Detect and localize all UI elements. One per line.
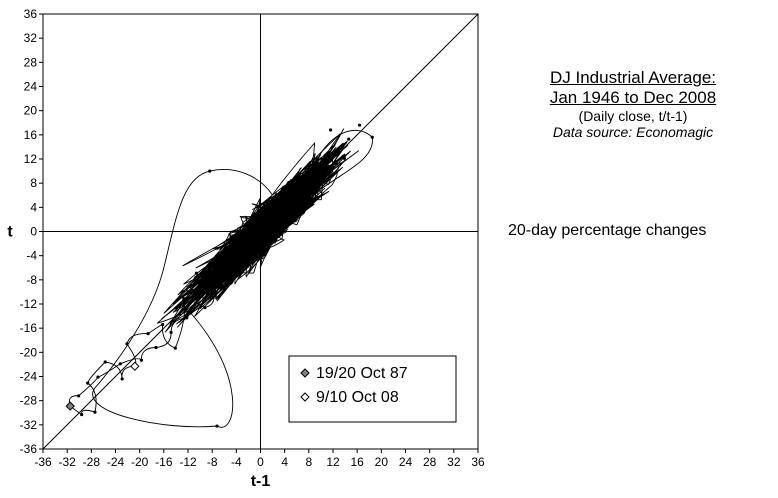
trajectory-point <box>185 316 189 320</box>
y-tick-label: -4 <box>26 249 37 263</box>
y-tick-label: 16 <box>24 128 38 142</box>
trajectory-point <box>161 322 165 327</box>
trajectory-point <box>93 410 97 414</box>
chart-title-line-2: Jan 1946 to Dec 2008 <box>549 88 717 107</box>
axis-ticks: -36 -32 -28 -24 -20 -16 -12 -8 -4 0 4 8 12 16 20 24 28 32… <box>20 7 485 469</box>
trajectory-point <box>203 306 207 310</box>
trajectory-point <box>154 345 158 350</box>
x-tick-label: -24 <box>107 455 125 469</box>
trajectory-point <box>103 360 107 364</box>
x-tick-label: -36 <box>34 455 52 469</box>
trajectory-point <box>357 123 362 127</box>
x-tick-label: 28 <box>423 455 437 469</box>
x-tick-label: 24 <box>399 455 413 469</box>
trajectory-point <box>120 377 124 381</box>
trajectory-point <box>182 296 186 301</box>
y-tick-label: 36 <box>24 7 38 21</box>
trajectory-point <box>118 362 122 366</box>
trajectory-point <box>347 137 351 141</box>
x-tick-label: 8 <box>305 455 312 469</box>
data-cloud <box>156 128 359 333</box>
oct-08-marker <box>130 361 140 371</box>
trajectory-point <box>146 332 150 336</box>
legend-label-oct-08: 9/10 Oct 08 <box>316 389 399 406</box>
x-tick-label: -28 <box>83 455 101 469</box>
y-tick-label: 24 <box>24 80 38 94</box>
trajectory-point <box>208 169 212 173</box>
x-tick-label: 0 <box>257 455 264 469</box>
daily-change-cloud <box>156 128 359 333</box>
trajectory-point <box>139 358 144 362</box>
oct-87-marker <box>65 401 75 411</box>
legend-marker-open-diamond <box>300 392 310 402</box>
y-tick-label: -8 <box>26 273 37 287</box>
x-tick-label: 36 <box>471 455 485 469</box>
legend: 19/20 Oct 87 9/10 Oct 08 <box>288 355 457 423</box>
y-tick-label: -16 <box>20 321 38 335</box>
x-tick-label: 32 <box>447 455 461 469</box>
chart-svg: -36 -32 -28 -24 -20 -16 -12 -8 -4 0 4 8 12 16 20 24 28 32… <box>7 7 485 490</box>
y-tick-label: 20 <box>24 104 38 118</box>
trajectory-point <box>77 394 81 398</box>
y-tick-label: 4 <box>30 200 37 214</box>
x-axis-label: t-1 <box>251 473 271 490</box>
y-tick-label: 12 <box>24 152 38 166</box>
trajectory-point <box>370 135 374 139</box>
y-tick-label: -36 <box>20 442 38 456</box>
chart-subtitle: (Daily close, t/t-1) <box>578 108 688 124</box>
y-tick-label: 8 <box>30 176 37 190</box>
x-tick-label: -4 <box>231 455 242 469</box>
x-tick-label: -32 <box>58 455 76 469</box>
trajectory-point <box>328 128 333 132</box>
y-tick-label: -28 <box>20 394 38 408</box>
trajectory-point <box>211 287 215 292</box>
trajectory-point <box>169 330 173 334</box>
y-tick-label: -20 <box>20 345 38 359</box>
y-tick-label: -32 <box>20 418 38 432</box>
legend-box <box>288 355 457 423</box>
x-tick-label: -20 <box>131 455 149 469</box>
trajectory-point <box>342 156 347 160</box>
chart-title-line-1: DJ Industrial Average: <box>550 68 716 87</box>
y-tick-label: -24 <box>20 370 38 384</box>
legend-label-oct-87: 19/20 Oct 87 <box>316 365 408 382</box>
trajectory-point <box>215 424 219 428</box>
y-tick-label: 28 <box>24 55 38 69</box>
crash-trajectory-curve <box>68 289 215 416</box>
trajectory-point <box>80 412 84 417</box>
chart-title-block: DJ Industrial Average: Jan 1946 to Dec 2… <box>498 68 768 140</box>
trajectory-point <box>125 342 129 346</box>
x-tick-label: 12 <box>326 455 340 469</box>
series-description: 20-day percentage changes <box>508 222 707 239</box>
x-tick-label: -8 <box>207 455 218 469</box>
trajectory-points <box>65 123 374 428</box>
legend-marker-filled-diamond <box>300 368 310 378</box>
reference-lines <box>42 13 479 450</box>
y-tick-label: 32 <box>24 31 38 45</box>
trajectory-point <box>96 375 100 379</box>
trajectory-point <box>173 346 177 350</box>
x-tick-label: 16 <box>350 455 364 469</box>
y-tick-label: -12 <box>20 297 38 311</box>
y-axis-label: t <box>7 224 13 241</box>
trajectory-point <box>86 381 90 385</box>
x-tick-label: -16 <box>155 455 173 469</box>
x-tick-label: 4 <box>281 455 288 469</box>
x-tick-label: -12 <box>179 455 197 469</box>
data-source-note: Data source: Economagic <box>552 124 714 140</box>
trajectory-point <box>194 271 199 275</box>
y-tick-label: 0 <box>30 225 37 239</box>
diagonal-reference-line <box>42 13 479 450</box>
x-tick-label: 20 <box>375 455 389 469</box>
